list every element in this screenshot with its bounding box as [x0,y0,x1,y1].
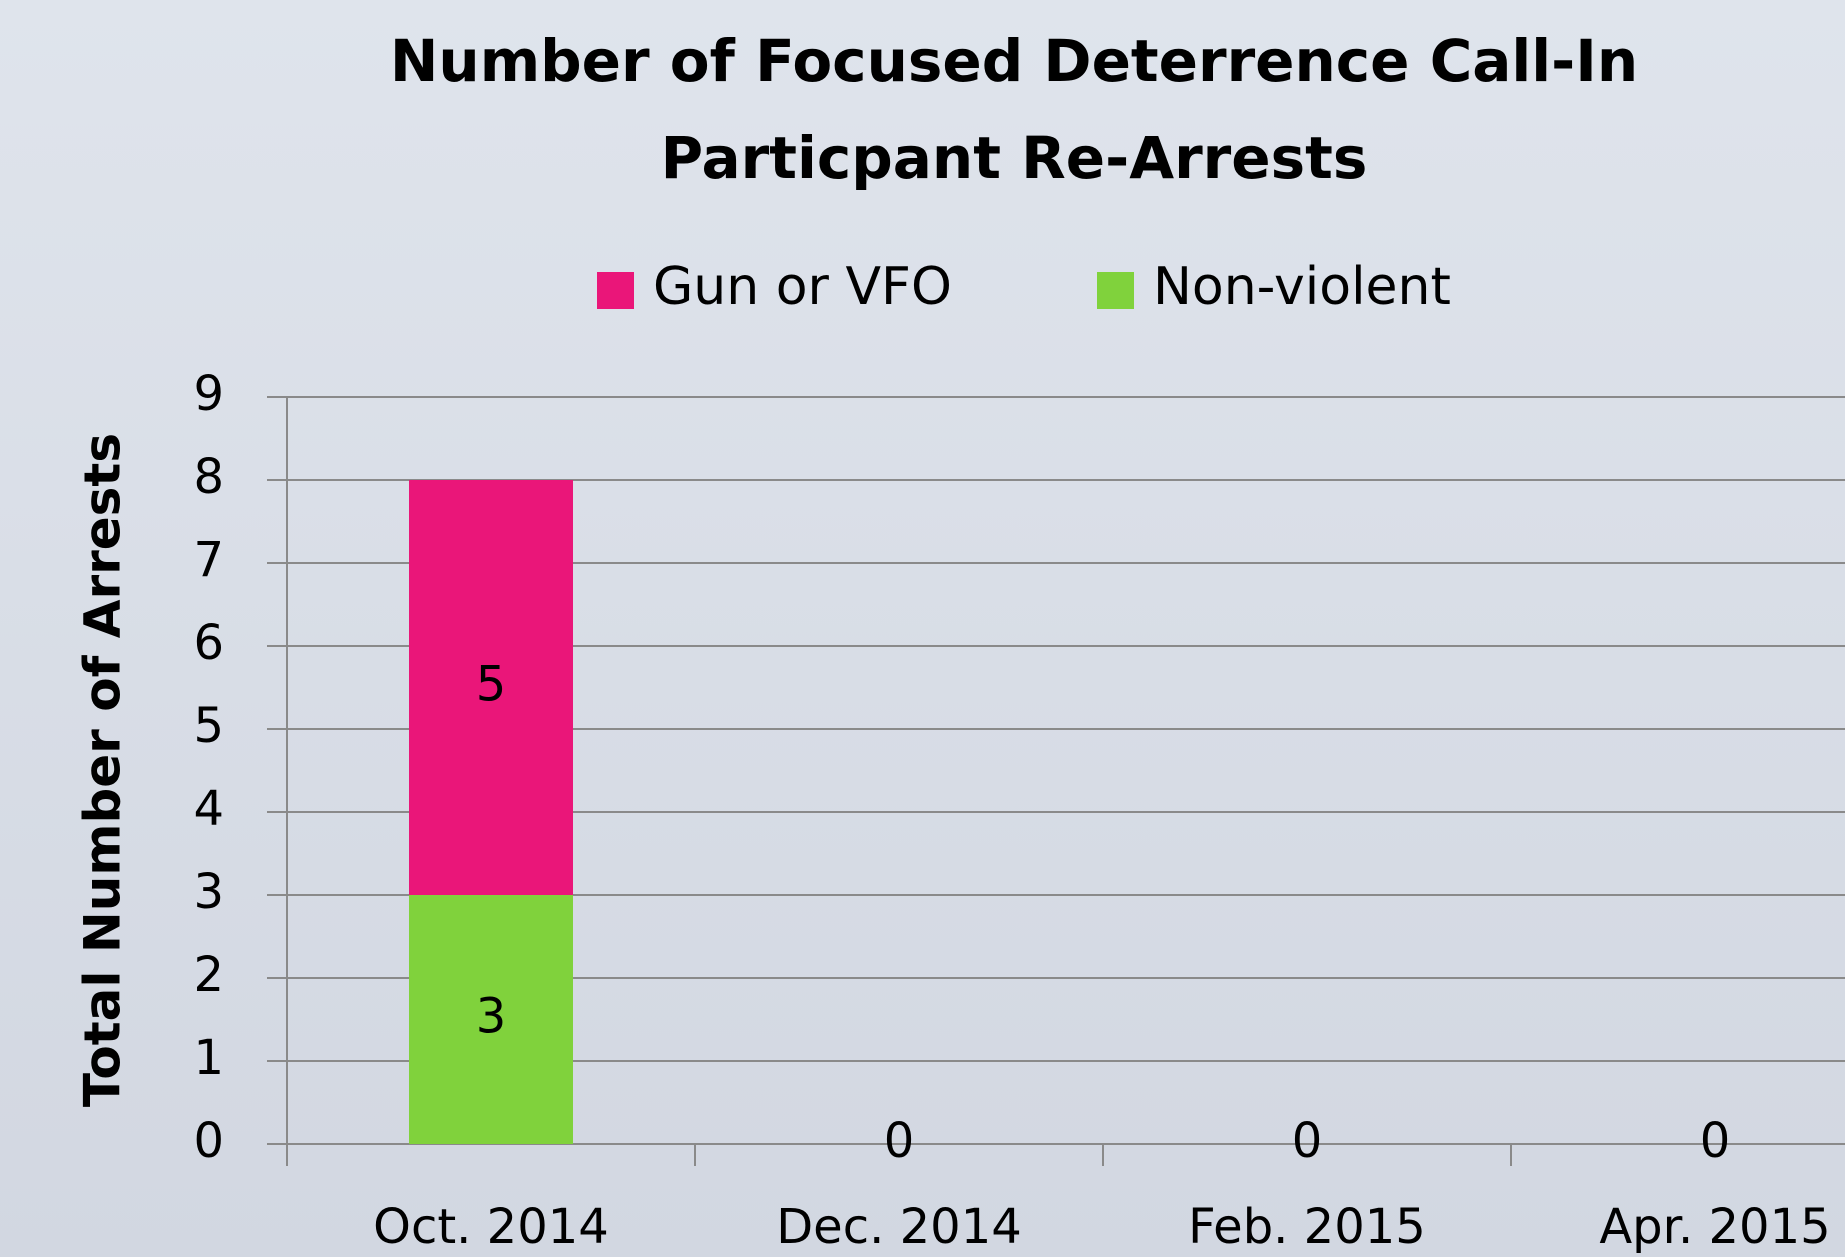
legend-label: Non-violent [1153,257,1451,317]
data-label: 0 [884,1113,915,1169]
y-tick-label: 6 [193,615,224,671]
y-tick-label: 1 [193,1030,224,1086]
y-tick-label: 4 [193,781,224,837]
data-label: 5 [476,657,507,713]
x-tick-label: Feb. 2015 [1188,1199,1426,1255]
y-tick-label: 5 [193,698,224,754]
y-tick-label: 2 [193,947,224,1003]
y-axis-label: Total Number of Arrests [74,433,132,1107]
data-label: 3 [476,989,507,1045]
bar-segment [409,480,573,895]
bar-segment [409,895,573,1144]
y-tick-label: 7 [193,532,224,588]
y-tick-label: 9 [193,366,224,422]
x-tick-label: Apr. 2015 [1599,1199,1830,1255]
y-tick-label: 8 [193,449,224,505]
data-label: 0 [1700,1113,1731,1169]
y-tick-label: 3 [193,864,224,920]
x-tick-label: Oct. 2014 [373,1199,609,1255]
y-tick-label: 0 [193,1113,224,1169]
chart-title: Number of Focused Deterrence Call-In [390,27,1638,95]
x-tick-label: Dec. 2014 [776,1199,1022,1255]
legend-label: Gun or VFO [653,257,952,317]
legend-swatch [597,272,634,309]
chart-title: Particpant Re-Arrests [661,124,1368,192]
data-label: 0 [1292,1113,1323,1169]
legend-swatch [1097,272,1134,309]
